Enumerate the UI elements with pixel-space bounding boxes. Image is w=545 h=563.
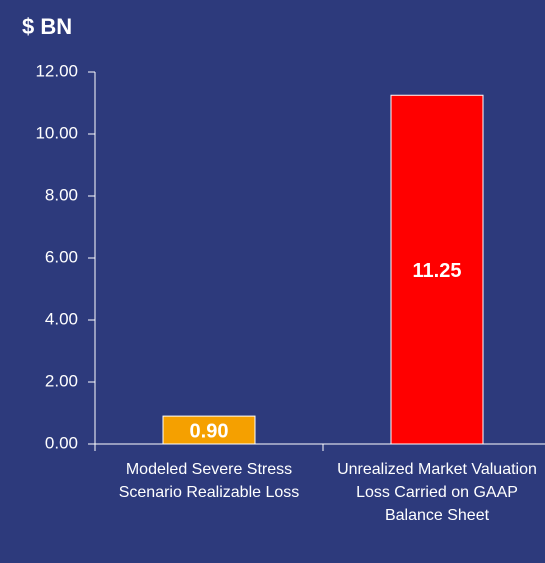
y-axis-label: $ BN [22,14,72,39]
y-tick-label: 4.00 [45,309,78,328]
y-tick-label: 0.00 [45,433,78,452]
bar [162,415,256,445]
value-label: 11.25 [413,260,462,282]
y-tick-label: 10.00 [35,123,78,142]
x-tick-label: Unrealized Market Valuation Loss Carried… [337,461,537,524]
value-label: 0.90 [190,420,229,442]
x-tick-label: Modeled Severe Stress Scenario Realizabl… [118,461,300,501]
y-tick-label: 2.00 [45,371,78,390]
y-tick-label: 8.00 [45,185,78,204]
y-tick-label: 6.00 [45,247,78,266]
y-tick-label: 12.00 [35,61,78,80]
bar [390,94,484,445]
